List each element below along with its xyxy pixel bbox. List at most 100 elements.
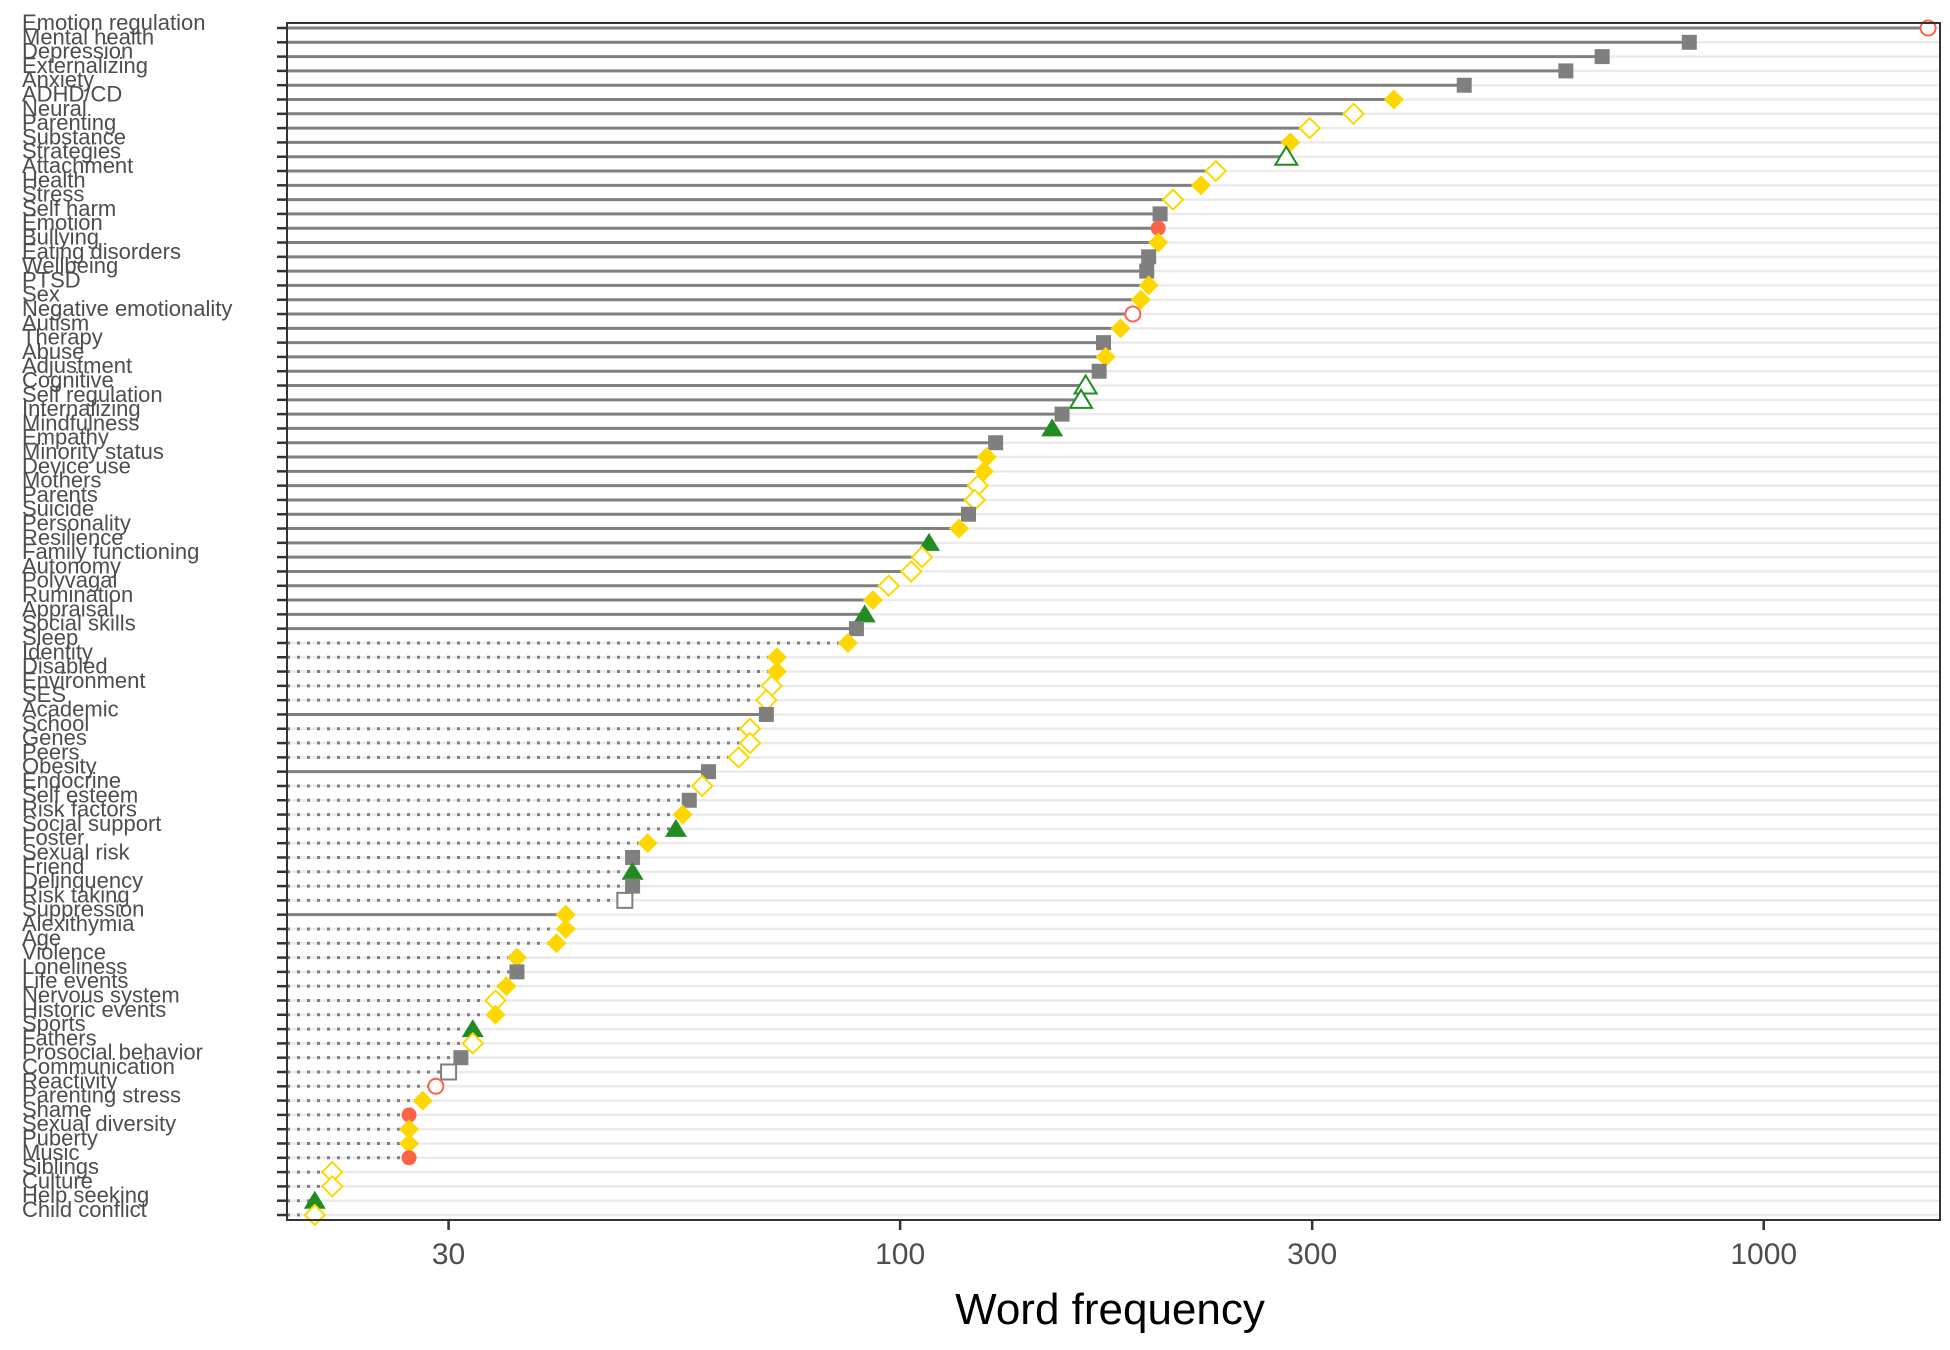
ytick-label-foster: Foster: [22, 825, 84, 850]
ytick-label-eating-disorders: Eating disorders: [22, 239, 181, 264]
ytick-label-life-events: Life events: [22, 968, 128, 993]
ytick-label-sleep: Sleep: [22, 625, 78, 650]
point-wellbeing: [1139, 263, 1155, 279]
ytick-label-identity: Identity: [22, 639, 93, 664]
point-suicide: [961, 506, 977, 522]
point-parenting-stress: [412, 1090, 433, 1111]
ytick-label-school: School: [22, 711, 89, 736]
point-obesity: [701, 764, 717, 780]
ytick-label-historic-events: Historic events: [22, 997, 166, 1022]
ytick-label-sexual-diversity: Sexual diversity: [22, 1111, 176, 1136]
ytick-label-personality: Personality: [22, 511, 131, 536]
ytick-label-reactivity: Reactivity: [22, 1068, 117, 1093]
ytick-label-abuse: Abuse: [22, 339, 84, 364]
point-social-skills: [848, 621, 864, 637]
point-violence: [506, 947, 527, 968]
ytick-label-siblings: Siblings: [22, 1154, 99, 1179]
ytick-label-parenting-stress: Parenting stress: [22, 1083, 181, 1108]
ytick-label-self-harm: Self harm: [22, 196, 116, 221]
ytick-label-resilience: Resilience: [22, 525, 124, 550]
point-personality: [949, 518, 970, 539]
ytick-label-music: Music: [22, 1140, 79, 1165]
point-eating-disorders: [1141, 249, 1157, 265]
ytick-label-fathers: Fathers: [22, 1025, 97, 1050]
ytick-label-autism: Autism: [22, 310, 89, 335]
point-strategies: [1273, 144, 1300, 166]
point-mental-health: [1681, 34, 1697, 50]
ytick-label-minority-status: Minority status: [22, 439, 164, 464]
point-internalizing: [1054, 406, 1070, 422]
ytick-label-family-functioning: Family functioning: [22, 539, 199, 564]
ytick-label-cognitive: Cognitive: [22, 368, 114, 393]
point-health: [1190, 175, 1211, 196]
point-endocrine: [690, 774, 714, 798]
point-communication: [440, 1063, 458, 1081]
ytick-label-ses: SES: [22, 682, 66, 707]
x-axis-title: Word frequency: [955, 1285, 1265, 1334]
point-resilience: [917, 532, 940, 551]
ytick-label-device-use: Device use: [22, 453, 131, 478]
point-self-harm: [1152, 206, 1168, 222]
ytick-label-culture: Culture: [22, 1168, 93, 1193]
ytick-label-help-seeking: Help seeking: [22, 1183, 149, 1208]
plot-panel-border: [286, 22, 1941, 1221]
point-culture: [320, 1174, 344, 1198]
ytick-label-suicide: Suicide: [22, 496, 94, 521]
point-academic: [758, 706, 774, 722]
point-depression: [1594, 49, 1610, 65]
point-attachment: [1204, 159, 1228, 183]
point-minority-status: [976, 447, 997, 468]
ytick-label-parenting: Parenting: [22, 110, 116, 135]
ytick-label-therapy: Therapy: [22, 325, 103, 350]
point-foster: [637, 833, 658, 854]
ytick-label-environment: Environment: [22, 668, 146, 693]
point-help-seeking: [303, 1190, 326, 1209]
point-sex: [1130, 289, 1151, 310]
ytick-label-prosocial-behavior: Prosocial behavior: [22, 1040, 203, 1065]
ytick-label-puberty: Puberty: [22, 1125, 98, 1150]
ytick-label-empathy: Empathy: [22, 425, 109, 450]
point-sports: [461, 1019, 484, 1038]
ytick-label-parents: Parents: [22, 482, 98, 507]
point-life-events: [496, 976, 517, 997]
ytick-label-depression: Depression: [22, 39, 133, 64]
point-negative-emotionality: [1124, 305, 1142, 323]
point-emotion-regulation: [1919, 19, 1937, 37]
point-sleep: [837, 632, 858, 653]
ytick-label-negative-emotionality: Negative emotionality: [22, 296, 232, 321]
ytick-label-alexithymia: Alexithymia: [22, 911, 135, 936]
ytick-label-emotion: Emotion: [22, 210, 103, 235]
ytick-label-communication: Communication: [22, 1054, 175, 1079]
lollipop-segments: [287, 26, 1929, 1217]
point-adhd-cd: [1383, 89, 1404, 110]
xtick-label-1000: 1000: [1730, 1238, 1797, 1271]
ytick-label-appraisal: Appraisal: [22, 596, 114, 621]
point-reactivity: [427, 1077, 445, 1095]
point-sexual-risk: [625, 849, 641, 865]
point-friend: [621, 861, 644, 880]
point-polyvagal: [877, 574, 901, 598]
ytick-label-academic: Academic: [22, 696, 119, 721]
ytick-label-sexual-risk: Sexual risk: [22, 839, 131, 864]
point-therapy: [1096, 335, 1112, 351]
point-rumination: [862, 590, 883, 611]
ytick-label-nervous-system: Nervous system: [22, 982, 180, 1007]
point-suppression: [555, 904, 576, 925]
ytick-label-self-esteem: Self esteem: [22, 782, 138, 807]
point-loneliness: [509, 964, 525, 980]
point-autonomy: [899, 560, 923, 583]
ytick-label-loneliness: Loneliness: [22, 954, 127, 979]
ytick-label-child-conflict: Child conflict: [22, 1197, 147, 1222]
point-historic-events: [485, 1004, 506, 1025]
ytick-label-emotion-regulation: Emotion regulation: [22, 10, 205, 35]
ytick-label-endocrine: Endocrine: [22, 768, 121, 793]
point-alexithymia: [555, 918, 576, 939]
point-delinquency: [625, 878, 641, 894]
ytick-label-obesity: Obesity: [22, 754, 97, 779]
point-prosocial-behavior: [453, 1050, 469, 1066]
point-autism: [1110, 318, 1131, 339]
y-axis-ticks: [277, 26, 287, 1217]
point-emotion: [1150, 220, 1166, 236]
ytick-label-ptsd: PTSD: [22, 267, 81, 292]
point-risk-taking: [616, 891, 634, 909]
